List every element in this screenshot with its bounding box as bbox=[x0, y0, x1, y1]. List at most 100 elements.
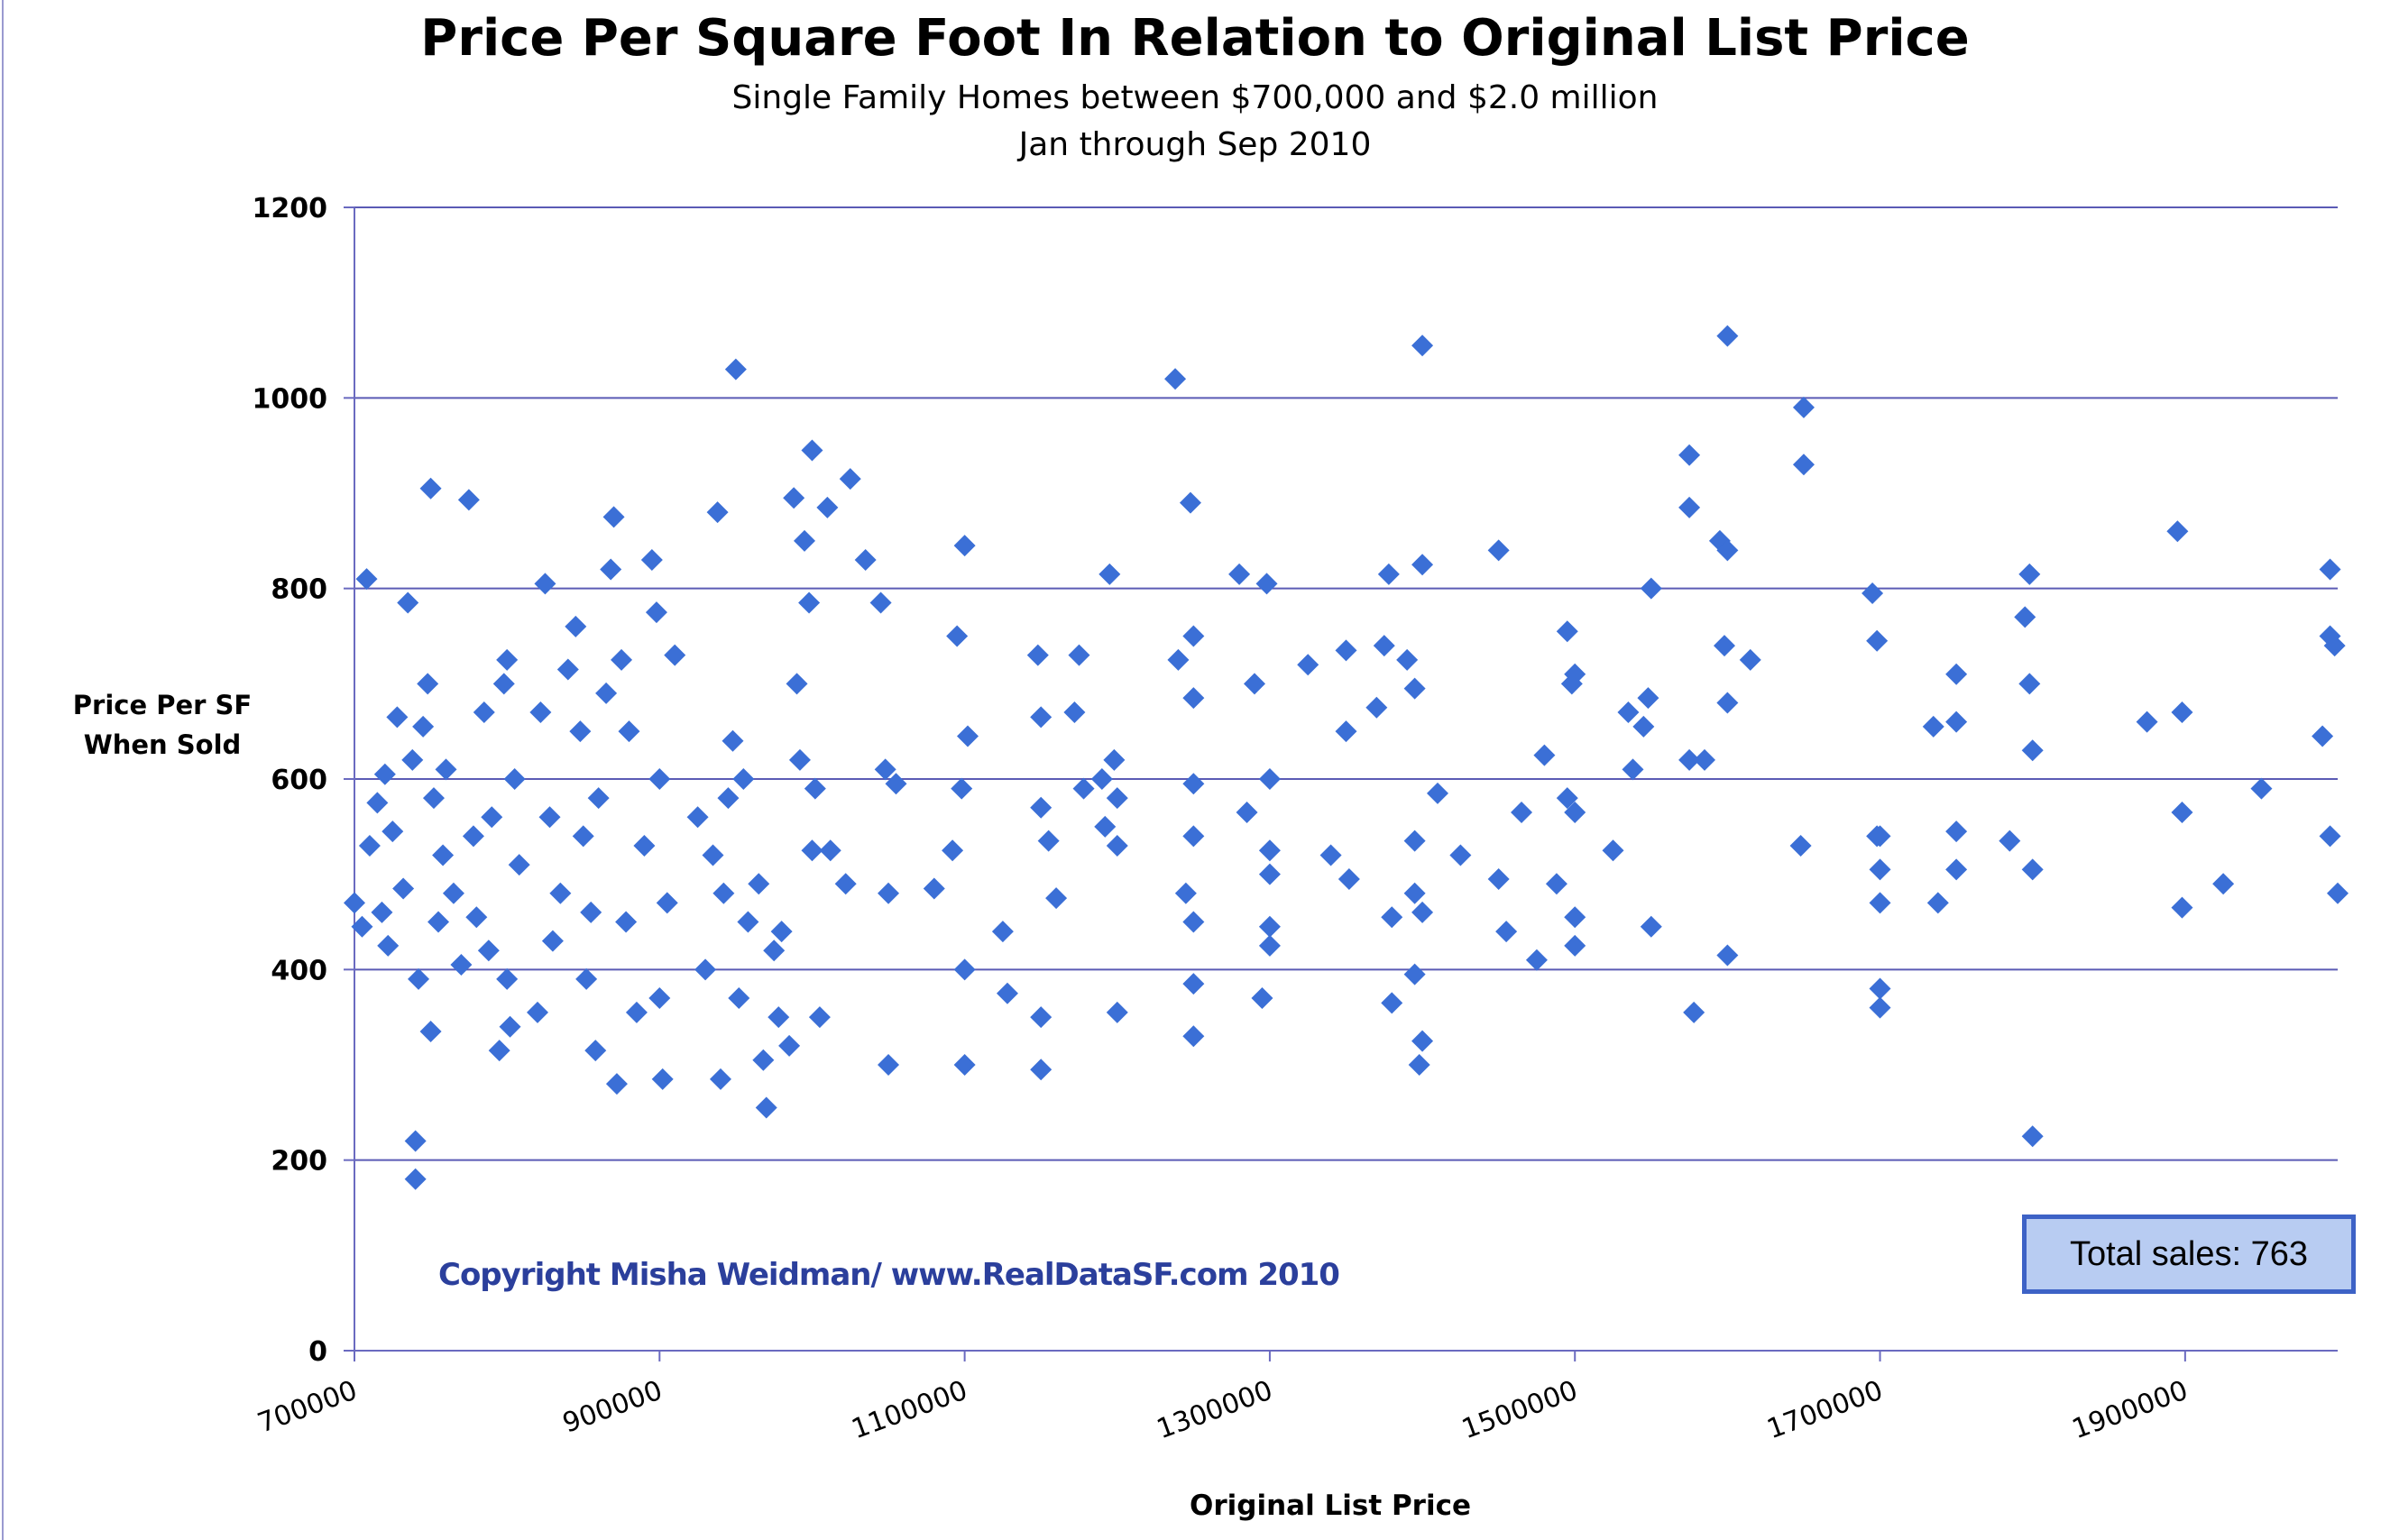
data-point bbox=[953, 535, 976, 557]
data-point bbox=[717, 787, 740, 810]
chart-subtitle-line-1: Single Family Homes between $700,000 and… bbox=[731, 79, 1659, 116]
data-point bbox=[1869, 996, 1891, 1019]
y-tick-label-800: 800 bbox=[271, 574, 327, 606]
data-point bbox=[386, 706, 409, 729]
data-point bbox=[2171, 896, 2193, 919]
data-point bbox=[1228, 563, 1251, 585]
data-point bbox=[1945, 858, 1968, 881]
data-point bbox=[1564, 801, 1586, 823]
data-point bbox=[1411, 901, 1434, 923]
data-point bbox=[732, 768, 755, 790]
data-point bbox=[1335, 639, 1357, 662]
data-point bbox=[648, 768, 671, 790]
data-point bbox=[1556, 620, 1578, 643]
data-point bbox=[1640, 577, 1662, 600]
data-point bbox=[778, 1034, 801, 1057]
data-point bbox=[1945, 710, 1968, 733]
data-point bbox=[611, 648, 633, 671]
data-point bbox=[1999, 830, 2021, 852]
data-point bbox=[1637, 687, 1659, 710]
data-point bbox=[442, 882, 464, 904]
data-point bbox=[1030, 706, 1053, 729]
data-point bbox=[529, 701, 552, 724]
y-tick-labels: 0 200 400 600 800 1000 1200 bbox=[253, 193, 328, 1368]
data-point bbox=[1072, 777, 1095, 800]
data-point bbox=[2323, 635, 2346, 657]
data-point bbox=[1869, 858, 1891, 881]
data-point bbox=[1602, 839, 1624, 862]
data-point bbox=[1716, 539, 1739, 562]
data-point bbox=[1403, 882, 1426, 904]
data-point bbox=[1511, 801, 1533, 823]
data-point bbox=[1403, 677, 1426, 700]
data-point bbox=[1564, 934, 1586, 957]
x-axis-label: Original List Price bbox=[1190, 1490, 1471, 1522]
data-point bbox=[1182, 825, 1205, 848]
data-point bbox=[923, 877, 945, 900]
data-point bbox=[956, 725, 979, 747]
data-point bbox=[404, 1130, 427, 1152]
data-point bbox=[786, 673, 808, 695]
data-point bbox=[804, 777, 826, 800]
data-point bbox=[1182, 625, 1205, 647]
data-point bbox=[473, 701, 495, 724]
data-point bbox=[462, 825, 484, 848]
data-point bbox=[1030, 796, 1053, 819]
data-point bbox=[878, 1054, 900, 1076]
data-point bbox=[1381, 906, 1403, 929]
data-point bbox=[366, 792, 389, 814]
data-point bbox=[1182, 911, 1205, 933]
data-point bbox=[798, 591, 821, 614]
data-point bbox=[794, 529, 816, 552]
data-point bbox=[2018, 563, 2041, 585]
data-point bbox=[816, 496, 839, 518]
data-point bbox=[953, 1054, 976, 1076]
x-tick-label-1700000: 1700000 bbox=[1763, 1375, 1888, 1446]
data-point bbox=[651, 1068, 674, 1090]
axes bbox=[344, 206, 2338, 1361]
total-sales-box: Total sales: 763 bbox=[2022, 1215, 2356, 1294]
data-point bbox=[2319, 825, 2341, 848]
data-point bbox=[1792, 396, 1815, 418]
data-point bbox=[712, 882, 735, 904]
data-point bbox=[1866, 629, 1889, 652]
data-point bbox=[541, 930, 564, 952]
data-point bbox=[1319, 844, 1342, 866]
data-point bbox=[488, 1040, 510, 1062]
data-point bbox=[575, 967, 598, 990]
data-point bbox=[1678, 748, 1701, 771]
copyright-annotation: Copyright Misha Weidman/ www.RealDataSF.… bbox=[438, 1257, 1340, 1293]
data-point bbox=[538, 806, 561, 829]
data-point bbox=[1716, 325, 1739, 347]
data-point bbox=[602, 506, 625, 528]
y-tick-label-1000: 1000 bbox=[253, 383, 328, 415]
data-point bbox=[1182, 973, 1205, 995]
x-tick-label-700000: 700000 bbox=[253, 1375, 362, 1440]
data-point bbox=[595, 682, 618, 704]
data-point bbox=[1258, 934, 1281, 957]
data-point bbox=[556, 658, 579, 681]
data-point bbox=[1258, 839, 1281, 862]
data-point bbox=[572, 825, 594, 848]
data-point bbox=[1694, 748, 1716, 771]
chart-title: Price Per Square Foot In Relation to Ori… bbox=[420, 9, 1970, 68]
data-point bbox=[377, 934, 400, 957]
data-point bbox=[600, 558, 622, 581]
data-point bbox=[496, 967, 519, 990]
data-point bbox=[1258, 863, 1281, 885]
data-point bbox=[1792, 454, 1815, 476]
data-point bbox=[1236, 801, 1258, 823]
data-point bbox=[768, 1006, 790, 1029]
data-point bbox=[477, 940, 500, 962]
data-point bbox=[1258, 915, 1281, 938]
data-point bbox=[1869, 892, 1891, 914]
data-point bbox=[1182, 1025, 1205, 1048]
y-tick-label-0: 0 bbox=[308, 1336, 327, 1368]
data-point bbox=[1063, 701, 1086, 724]
data-point bbox=[1678, 496, 1701, 518]
data-point bbox=[2018, 673, 2041, 695]
data-point bbox=[728, 987, 750, 1010]
data-point bbox=[534, 573, 556, 595]
data-point bbox=[432, 844, 455, 866]
data-point bbox=[1373, 635, 1395, 657]
